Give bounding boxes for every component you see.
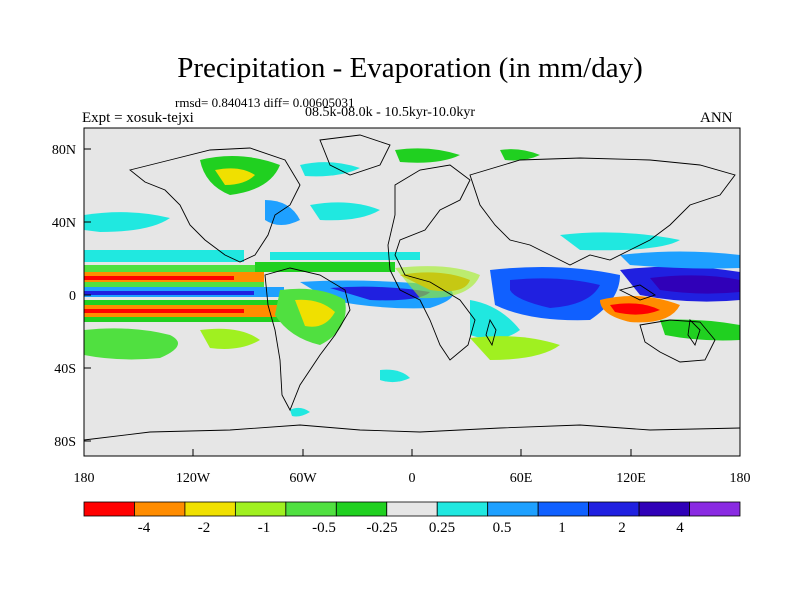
lon-axis: 180 120W 60W 0 60E 120E 180	[74, 449, 751, 486]
field-wpac-purple	[650, 275, 740, 294]
field-samerica-yellow	[295, 299, 335, 327]
colorbar-swatch	[638, 501, 690, 517]
field-eq-darkblue-w	[84, 291, 254, 295]
field-npac-cyan	[84, 250, 244, 262]
field-spac-red	[84, 309, 244, 313]
anomaly-field	[84, 148, 740, 417]
field-indian-darkblue	[510, 278, 600, 308]
colorbar-label: 0.5	[493, 520, 512, 536]
colorbar-label: -1	[258, 520, 271, 536]
map-title: Precipitation - Evaporation (in mm/day)	[177, 52, 643, 84]
field-maritime-red	[610, 303, 660, 315]
season-label: ANN	[700, 110, 733, 126]
stats-text: rmsd= 0.840413 diff= 0.00605031	[175, 95, 355, 110]
field-siberia-green	[500, 149, 540, 161]
field-sindian-cyan	[470, 300, 520, 339]
colorbar-label: -4	[138, 520, 151, 536]
colorbar-label: 2	[618, 520, 626, 536]
field-npac-west-blue	[620, 251, 740, 269]
colorbar-swatch	[83, 501, 135, 517]
lat-label-80n: 80N	[52, 143, 76, 158]
field-africa-green	[395, 266, 480, 299]
colorbar-swatch	[588, 501, 640, 517]
colorbar-label: -0.25	[366, 520, 397, 536]
experiment-label: Expt = xosuk-tejxi	[82, 110, 194, 126]
field-satl-cyan	[380, 369, 410, 383]
field-arctic-green	[395, 148, 460, 163]
field-drake-cyan	[290, 407, 310, 417]
lon-label-180e: 180	[730, 471, 751, 486]
colorbar-swatch	[285, 501, 337, 517]
colorbar-swatch	[134, 501, 186, 517]
lat-label-80s: 80S	[54, 435, 76, 450]
lon-label-120w: 120W	[176, 471, 211, 486]
lat-label-40n: 40N	[52, 216, 76, 231]
field-spac-south	[84, 328, 178, 360]
field-atl-darkblue	[330, 286, 430, 301]
lat-label-40s: 40S	[54, 362, 76, 377]
field-natl-green	[255, 262, 395, 272]
period-text: 08.5k-08.0k - 10.5kyr-10.0kyr	[305, 105, 476, 120]
colorbar-label: 4	[676, 520, 684, 536]
field-asia-cyan	[560, 232, 680, 251]
field-spac-yellowgreen	[200, 328, 260, 349]
lon-label-180w: 180	[74, 471, 95, 486]
colorbar-label: 0.25	[429, 520, 455, 536]
colorbar	[83, 501, 741, 517]
colorbar-label: -2	[198, 520, 211, 536]
field-natl-cyan	[270, 252, 420, 260]
colorbar-swatch	[689, 501, 741, 517]
colorbar-swatch	[537, 501, 590, 517]
field-atl-mid-cyan	[310, 202, 380, 221]
field-npac-red	[84, 276, 234, 280]
lon-label-0: 0	[409, 471, 416, 486]
colorbar-swatch	[335, 501, 388, 517]
colorbar-swatch	[234, 501, 287, 517]
lat-axis: 80N 40N 0 40S 80S	[52, 143, 91, 450]
field-na-yellow	[215, 168, 255, 185]
colorbar-swatch	[487, 501, 539, 517]
lon-label-60e: 60E	[510, 471, 533, 486]
colorbar-swatch	[386, 501, 438, 517]
coastlines	[84, 134, 740, 441]
lat-label-0: 0	[69, 289, 76, 304]
field-npac-mid-cyan	[84, 212, 170, 232]
colorbar-swatch	[184, 501, 236, 517]
colorbar-labels: -4 -2 -1 -0.5 -0.25 0.25 0.5 1 2 4	[138, 520, 685, 536]
lon-label-60w: 60W	[289, 471, 317, 486]
colorbar-swatch	[436, 501, 489, 517]
colorbar-label: -0.5	[312, 520, 336, 536]
lon-label-120e: 120E	[616, 471, 646, 486]
colorbar-label: 1	[558, 520, 566, 536]
